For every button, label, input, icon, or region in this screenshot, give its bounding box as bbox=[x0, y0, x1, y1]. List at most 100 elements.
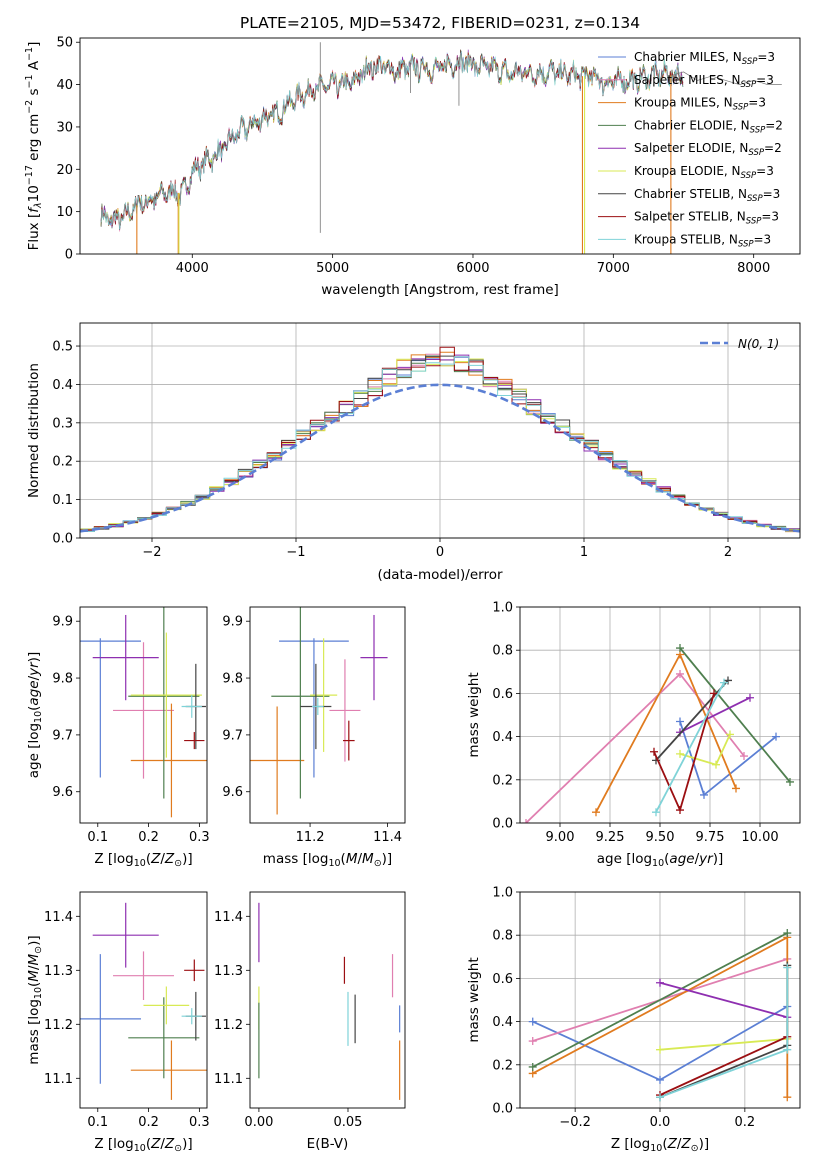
weight-marker bbox=[592, 808, 600, 817]
spectrum-line-salpeter-miles bbox=[100, 52, 684, 232]
residuals-x-tick-label: −1 bbox=[286, 545, 305, 560]
spectrum-line-kroupa-elodie bbox=[100, 52, 684, 227]
x-axis-label: Z [log10(Z/Z⊙)] bbox=[94, 1136, 192, 1154]
weight-marker bbox=[740, 752, 748, 761]
residuals-y-axis-label: Normed distribution bbox=[26, 363, 42, 498]
legend-entry-subscript: SSP bbox=[747, 194, 763, 204]
mass-vs-ebv-y-tick-label: 11.1 bbox=[214, 1072, 243, 1087]
weight-vs-Z-y-tick-label: 0.6 bbox=[492, 972, 513, 987]
spectrum-x-tick-label: 5000 bbox=[316, 261, 349, 276]
weight-marker bbox=[783, 1045, 792, 1054]
age-vs-mass-y-tick-label: 9.6 bbox=[222, 785, 243, 800]
legend-entry-name: Salpeter ELODIE, N bbox=[634, 141, 748, 155]
legend-entry-count: =3 bbox=[761, 210, 779, 224]
weight-vs-Z-y-tick-label: 0.0 bbox=[492, 1102, 513, 1117]
residuals-y-tick-label: 0.4 bbox=[52, 378, 73, 393]
weight-marker bbox=[676, 749, 684, 758]
mass-vs-Z-panel: 0.1 0.2 0.3 11.1 11.2 11.3 11.4 Z [log10(Z/Z⊙)]… bbox=[26, 891, 210, 1154]
weight-vs-age-x-tick-label: 9.25 bbox=[596, 830, 625, 845]
weight-marker bbox=[528, 1037, 537, 1046]
legend-entry-count: =3 bbox=[756, 164, 774, 178]
spectrum-y-tick-label: 10 bbox=[56, 205, 73, 220]
weight-vs-Z-x-tick-label: −0.2 bbox=[559, 1115, 591, 1130]
mass-vs-ebv-y-tick-label: 11.4 bbox=[214, 910, 243, 925]
spectrum-red-tail bbox=[669, 71, 782, 85]
age-vs-mass-frame bbox=[249, 606, 406, 824]
legend-entry-subscript: SSP bbox=[746, 217, 762, 227]
weight-marker bbox=[783, 1093, 792, 1102]
age-vs-Z-x-tick-label: 0.2 bbox=[138, 830, 159, 845]
weight-marker bbox=[676, 644, 684, 653]
weight-marker bbox=[726, 730, 734, 739]
weight-line-salpeter-elodie bbox=[659, 981, 788, 1019]
weight-line-kroupa-elodie bbox=[679, 734, 731, 766]
age-vs-Z-y-tick-label: 9.7 bbox=[52, 728, 73, 743]
mass-vs-ebv-frame bbox=[249, 891, 406, 1109]
legend-entry-name: Chabrier STELIB, N bbox=[634, 187, 747, 201]
spectrum-x-tick-label: 6000 bbox=[456, 261, 489, 276]
weight-vs-Z-y-tick-label: 1.0 bbox=[492, 886, 513, 901]
legend-entry-name: Salpeter MILES, N bbox=[634, 73, 741, 87]
y-axis-label: age [log10(age/yr)] bbox=[26, 652, 44, 778]
mass-vs-Z-x-tick-label: 0.1 bbox=[87, 1115, 108, 1130]
mass-vs-ebv-panel: 0.00 0.05 11.1 11.2 11.3 11.4 E(B-V) bbox=[214, 891, 406, 1152]
weight-marker bbox=[676, 717, 684, 726]
spectrum-x-tick-label: 4000 bbox=[176, 261, 209, 276]
weight-marker bbox=[676, 669, 684, 678]
age-vs-Z-frame bbox=[79, 606, 208, 824]
weight-vs-Z-x-tick-label: 0.2 bbox=[735, 1115, 756, 1130]
legend-entry-name: Chabrier ELODIE, N bbox=[634, 118, 750, 132]
weight-line-chabrier-elodie bbox=[679, 647, 791, 783]
residuals-y-tick-label: 0.5 bbox=[52, 340, 73, 355]
legend-entry-name: Salpeter STELIB, N bbox=[634, 210, 746, 224]
residuals-y-tick-label: 0.1 bbox=[52, 493, 73, 508]
weight-vs-age-y-tick-label: 0.8 bbox=[492, 644, 513, 659]
x-axis-label: mass [log10(M/M⊙)] bbox=[263, 851, 392, 869]
mass-vs-ebv-y-tick-label: 11.3 bbox=[214, 964, 243, 979]
spectrum-x-tick-label: 7000 bbox=[597, 261, 630, 276]
weight-line-chabrier-elodie bbox=[532, 932, 788, 1068]
age-vs-mass-x-tick-label: 11.4 bbox=[373, 830, 402, 845]
legend-entry-subscript: SSP bbox=[750, 125, 766, 135]
residuals-x-tick-label: 1 bbox=[580, 545, 588, 560]
weight-marker bbox=[528, 1062, 537, 1071]
legend-entry-label: Salpeter STELIB, NSSP=3 bbox=[634, 210, 779, 227]
x-axis-label: Z [log10(Z/Z⊙)] bbox=[94, 851, 192, 869]
age-vs-Z-plot-area bbox=[80, 607, 207, 818]
mass-vs-Z-frame bbox=[79, 891, 208, 1109]
weight-vs-age-panel: 9.00 9.25 9.50 9.75 10.00 0.0 0.2 0.4 0.6 0.8 1.0 a… bbox=[466, 601, 801, 869]
weight-marker bbox=[656, 1093, 664, 1102]
normal-curve bbox=[80, 383, 800, 533]
spectrum-plot-area bbox=[100, 42, 782, 254]
weight-marker bbox=[650, 747, 658, 756]
weight-vs-Z-panel: −0.2 0.0 0.2 0.0 0.2 0.4 0.6 0.8 1.0 Z [log10(Z/Z… bbox=[466, 886, 801, 1154]
spectrum-panel: 4000 5000 6000 7000 8000 0 10 20 30 40 50 Chabrier … bbox=[24, 36, 801, 298]
weight-marker bbox=[712, 760, 720, 769]
mass-vs-ebv-plot-area bbox=[258, 902, 401, 1100]
legend-entry-label: Kroupa STELIB, NSSP=3 bbox=[634, 232, 771, 249]
mass-vs-Z-x-tick-label: 0.2 bbox=[138, 1115, 159, 1130]
legend-normal-label: N(0, 1) bbox=[738, 337, 779, 351]
spectrum-x-tick-label: 8000 bbox=[737, 261, 770, 276]
legend-entry-subscript: SSP bbox=[738, 239, 754, 249]
residuals-x-axis-label: (data-model)/error bbox=[377, 567, 503, 583]
weight-marker bbox=[676, 806, 684, 815]
legend-entry-count: =3 bbox=[763, 187, 781, 201]
weight-marker bbox=[700, 790, 708, 799]
weight-vs-age-y-axis-label: mass weight bbox=[466, 672, 482, 757]
weight-vs-age-x-tick-label: 9.50 bbox=[646, 830, 675, 845]
weight-marker bbox=[786, 777, 794, 786]
legend-entry-name: Kroupa STELIB, N bbox=[634, 232, 738, 246]
weight-vs-Z-plot-area bbox=[528, 929, 792, 1102]
legend-entry-subscript: SSP bbox=[741, 80, 757, 90]
weight-vs-age-y-tick-label: 0.6 bbox=[492, 687, 513, 702]
weight-vs-Z-x-tick-label: 0.0 bbox=[650, 1115, 671, 1130]
weight-line-kroupa-miles bbox=[595, 652, 737, 813]
legend-entry-count: =3 bbox=[757, 50, 775, 64]
weight-line-salpeter-stelib bbox=[659, 1035, 788, 1096]
age-vs-Z-y-tick-label: 9.6 bbox=[52, 785, 73, 800]
age-vs-mass-y-tick-label: 9.7 bbox=[222, 728, 243, 743]
weight-marker bbox=[522, 819, 530, 823]
spectrum-y-tick-label: 50 bbox=[56, 36, 73, 51]
weight-marker bbox=[656, 978, 664, 987]
